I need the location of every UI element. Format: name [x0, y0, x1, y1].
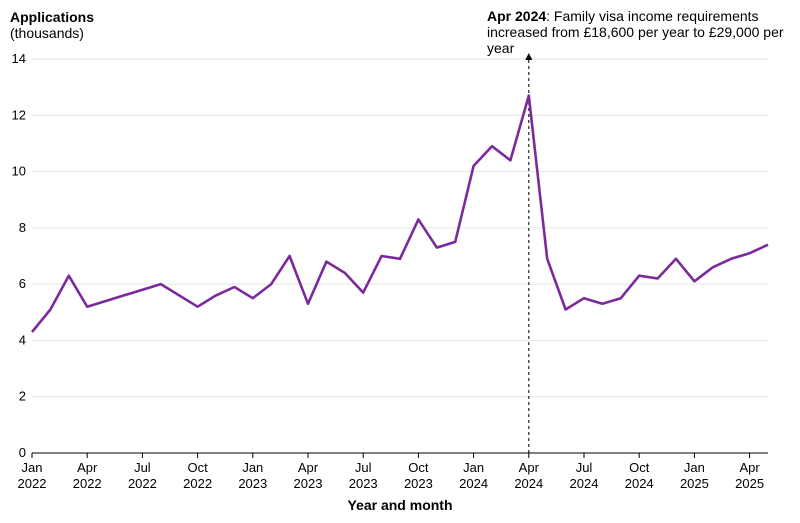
y-tick-label: 0 — [19, 445, 26, 460]
x-tick-year: 2022 — [73, 476, 102, 491]
x-tick-year: 2023 — [238, 476, 267, 491]
x-tick-year: 2022 — [18, 476, 47, 491]
x-tick-year: 2025 — [735, 476, 764, 491]
x-tick-year: 2023 — [294, 476, 323, 491]
x-tick-year: 2022 — [128, 476, 157, 491]
y-tick-label: 10 — [12, 164, 26, 179]
x-tick-year: 2025 — [680, 476, 709, 491]
x-tick-year: 2024 — [459, 476, 488, 491]
y-axis-unit: (thousands) — [10, 25, 84, 41]
x-tick-month: Apr — [739, 460, 760, 475]
x-tick-month: Jul — [134, 460, 151, 475]
x-tick-month: Apr — [77, 460, 98, 475]
x-tick-year: 2022 — [183, 476, 212, 491]
x-tick-year: 2024 — [625, 476, 654, 491]
y-tick-label: 2 — [19, 389, 26, 404]
x-axis-ticks: Jan2022Apr2022Jul2022Oct2022Jan2023Apr20… — [18, 453, 764, 491]
annotation-arrowhead — [525, 53, 533, 60]
x-tick-month: Jan — [463, 460, 484, 475]
y-tick-label: 8 — [19, 220, 26, 235]
y-axis-label: Applications — [10, 9, 95, 25]
x-tick-year: 2024 — [514, 476, 543, 491]
x-tick-month: Jan — [242, 460, 263, 475]
y-tick-label: 12 — [12, 107, 26, 122]
x-tick-month: Oct — [187, 460, 208, 475]
x-tick-month: Jul — [576, 460, 593, 475]
y-tick-label: 6 — [19, 276, 26, 291]
x-tick-month: Oct — [629, 460, 650, 475]
y-tick-label: 4 — [19, 332, 26, 347]
annotation-date: Apr 2024 — [487, 8, 547, 24]
y-tick-label: 14 — [12, 51, 26, 66]
x-axis-title: Year and month — [347, 497, 453, 513]
y-axis-title: Applications (thousands) — [10, 9, 94, 41]
x-tick-month: Jan — [684, 460, 705, 475]
x-tick-month: Apr — [519, 460, 540, 475]
x-tick-month: Jan — [22, 460, 43, 475]
grid-lines — [32, 58, 768, 398]
annotation-text: Apr 2024: Family visa income requirement… — [487, 8, 787, 56]
x-tick-year: 2024 — [570, 476, 599, 491]
x-tick-year: 2023 — [349, 476, 378, 491]
series-line-applications — [30, 94, 769, 333]
x-tick-month: Apr — [298, 460, 319, 475]
x-tick-month: Oct — [408, 460, 429, 475]
x-tick-month: Jul — [355, 460, 372, 475]
annotation-body: : Family visa income requirements increa… — [487, 8, 784, 56]
x-tick-year: 2023 — [404, 476, 433, 491]
y-axis-ticks: 0 2 4 6 8 10 12 14 — [12, 51, 26, 460]
